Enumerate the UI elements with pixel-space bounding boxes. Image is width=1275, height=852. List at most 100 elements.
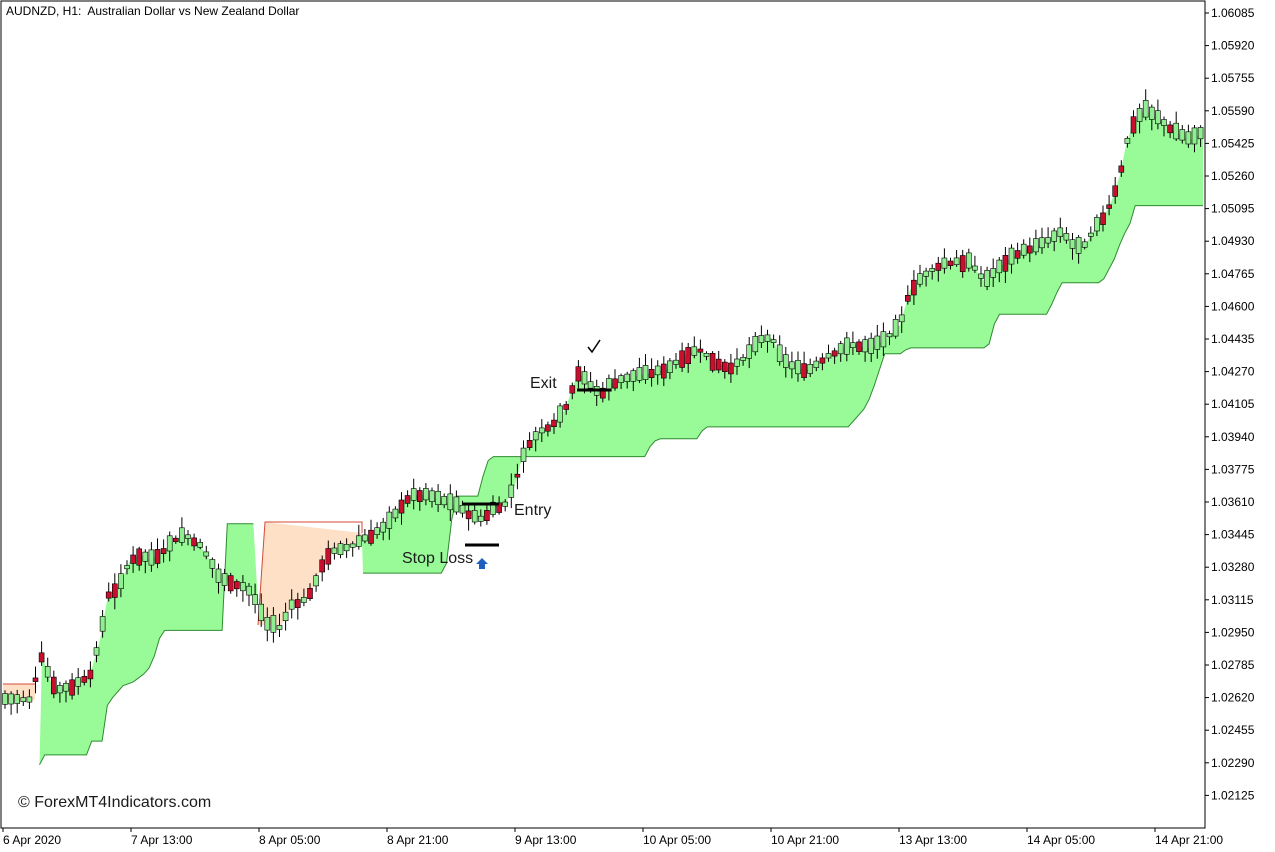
bull-candle (874, 335, 881, 350)
bear-candle (1106, 204, 1112, 209)
bull-candle (630, 370, 637, 382)
bull-candle (209, 559, 216, 569)
bull-candle (917, 273, 923, 285)
bear-candle (819, 357, 826, 364)
chart-title: AUDNZD, H1: Australian Dollar vs New Zea… (6, 4, 300, 18)
bull-candle (447, 493, 454, 511)
bull-candle (587, 381, 594, 389)
bear-candle (191, 537, 197, 547)
y-tick-label: 1.02125 (1211, 788, 1255, 802)
y-tick-label: 1.03775 (1211, 462, 1255, 476)
bull-candle (557, 405, 563, 423)
bull-candle (508, 484, 515, 498)
bear-candle (526, 439, 533, 448)
trade-markers-layer (463, 339, 611, 569)
bull-candle (1075, 237, 1082, 254)
bull-candle (1039, 237, 1045, 249)
x-tick-label: 13 Apr 13:00 (899, 833, 967, 847)
bull-candle (26, 696, 33, 703)
bull-candle (75, 677, 81, 687)
bear-candle (496, 502, 502, 513)
bull-candle (978, 273, 984, 279)
stop-loss-label: Stop Loss (402, 550, 474, 567)
bull-candle (953, 257, 960, 265)
bull-candle (520, 447, 527, 462)
y-tick-label: 1.04930 (1211, 234, 1255, 248)
y-tick-label: 1.04105 (1211, 397, 1255, 411)
bear-candle (1118, 165, 1125, 173)
bull-candle (1185, 131, 1192, 145)
bear-candle (801, 363, 807, 378)
bull-candle (1033, 238, 1039, 253)
bull-candle (252, 594, 258, 606)
bear-candle (563, 404, 570, 410)
bear-candle (416, 490, 423, 502)
bull-candle (288, 599, 295, 610)
bear-candle (1167, 124, 1173, 134)
bear-candle (904, 294, 911, 302)
bull-candle (965, 252, 972, 269)
bull-candle (746, 344, 753, 359)
bear-candle (660, 363, 667, 379)
bull-candle (331, 547, 338, 554)
bull-candle (667, 360, 673, 373)
bull-candle (868, 337, 875, 354)
bull-candle (471, 510, 478, 523)
bull-candle (892, 318, 899, 337)
bull-candle (703, 352, 710, 357)
x-tick-label: 6 Apr 2020 (3, 833, 61, 847)
bull-candle (270, 615, 277, 633)
bear-candle (38, 652, 45, 663)
y-tick-label: 1.03445 (1211, 528, 1255, 542)
bull-candle (410, 488, 417, 501)
bull-candle (929, 268, 936, 272)
bull-candle (246, 585, 252, 596)
bull-candle (795, 359, 801, 375)
trend-band-layer (3, 110, 1203, 766)
bear-candle (112, 583, 118, 598)
bull-candle (423, 488, 429, 501)
downtrend-line (257, 521, 363, 626)
y-tick-label: 1.02950 (1211, 625, 1255, 639)
bull-candle (276, 625, 283, 630)
bear-candle (685, 347, 692, 364)
x-tick-label: 8 Apr 05:00 (259, 833, 321, 847)
y-tick-label: 1.03940 (1211, 430, 1255, 444)
bull-candle (996, 259, 1003, 274)
bull-candle (380, 521, 387, 533)
bull-candle (429, 490, 435, 502)
bull-candle (843, 337, 850, 355)
bull-candle (349, 543, 356, 548)
bear-candle (130, 554, 136, 564)
bull-candle (691, 346, 698, 356)
bull-candle (1142, 100, 1149, 118)
bull-candle (642, 365, 649, 380)
bear-candle (50, 676, 57, 695)
bear-candle (484, 510, 490, 521)
bull-candle (355, 535, 362, 547)
bear-candle (227, 575, 234, 592)
axes-layer: 1.06085 1.05920 1.05755 1.05590 1.05425 1.052… (0, 0, 1255, 847)
bear-candle (319, 559, 326, 573)
bull-candle (20, 697, 27, 702)
bear-candle (697, 348, 704, 353)
bear-candle (514, 473, 521, 478)
bull-candle (1161, 119, 1167, 126)
bull-candle (221, 573, 228, 586)
bear-candle (599, 387, 606, 399)
bull-candle (618, 375, 624, 383)
bull-candle (758, 335, 765, 343)
x-tick-label: 10 Apr 05:00 (643, 833, 711, 847)
bull-candle (825, 353, 832, 359)
bull-candle (166, 535, 173, 552)
bear-candle (160, 548, 167, 554)
y-tick-label: 1.03115 (1211, 593, 1254, 607)
bull-candle (477, 515, 484, 522)
bull-candle (453, 496, 460, 513)
uptrend-line (363, 205, 1203, 574)
bear-candle (575, 366, 582, 382)
bull-candle (435, 490, 441, 505)
bull-candle (148, 549, 155, 566)
bear-candle (1002, 255, 1009, 272)
